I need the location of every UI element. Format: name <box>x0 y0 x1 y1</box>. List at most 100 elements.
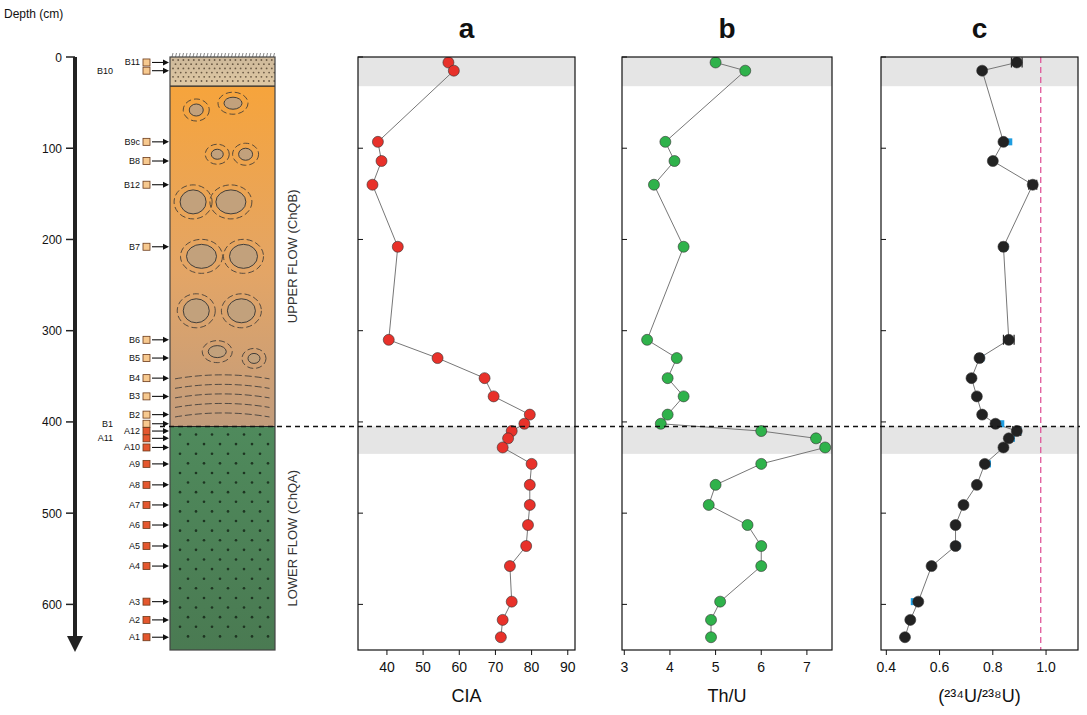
data-point <box>710 57 721 68</box>
weathering-ring <box>233 143 259 165</box>
depth-tick <box>66 147 75 149</box>
vesicle <box>259 587 262 590</box>
sample-arrow-head <box>163 337 169 343</box>
sample-arrow <box>152 447 164 448</box>
soil-texture <box>253 72 255 74</box>
soil-texture <box>172 67 174 69</box>
vesicle <box>187 597 190 600</box>
vesicle <box>235 558 238 561</box>
x-tick-label: 70 <box>488 659 504 675</box>
y-tick <box>358 148 363 149</box>
sample-label: A12 <box>124 426 140 436</box>
sample-arrow <box>152 484 164 485</box>
soil-texture <box>232 72 234 74</box>
data-point <box>756 458 767 469</box>
vesicle <box>219 635 222 638</box>
y-tick <box>622 513 627 514</box>
sample-arrow-head <box>163 244 169 250</box>
soil-texture <box>247 63 249 65</box>
vesicle <box>243 529 246 532</box>
soil-texture <box>209 67 211 69</box>
data-point <box>990 418 1001 429</box>
sample-arrow <box>152 414 164 415</box>
vesicle <box>203 462 206 465</box>
y-tick <box>358 604 363 605</box>
layer <box>170 57 275 86</box>
soil-texture <box>201 80 203 82</box>
soil-texture <box>229 67 231 69</box>
x-tick-label: 40 <box>379 659 395 675</box>
x-tick <box>423 650 424 655</box>
soil-texture <box>177 76 179 78</box>
vesicle <box>243 568 246 571</box>
depth-tick <box>66 239 75 241</box>
vesicle <box>243 433 246 436</box>
data-point <box>899 632 910 643</box>
vesicle <box>227 568 230 571</box>
sample-marker <box>143 59 150 66</box>
weathering-ring <box>202 341 232 363</box>
data-point <box>971 391 982 402</box>
x-tick <box>669 650 670 655</box>
vesicle <box>195 510 198 513</box>
vesicle <box>227 433 230 436</box>
sample-label: A8 <box>129 480 140 490</box>
depth-arrow-head <box>67 636 83 652</box>
sample-arrow-head <box>163 617 169 623</box>
sample-marker <box>143 522 150 529</box>
data-point <box>524 479 535 490</box>
profile-line <box>647 62 825 637</box>
corestone <box>211 149 223 159</box>
data-point <box>966 373 977 384</box>
x-tick-label: 6 <box>757 659 765 675</box>
weathering-ring <box>183 99 209 121</box>
data-point <box>977 65 988 76</box>
data-point <box>706 614 717 625</box>
vesicle <box>267 616 270 619</box>
vesicle <box>219 500 222 503</box>
profile-line <box>372 62 531 637</box>
y-tick <box>358 421 363 422</box>
vesicle <box>203 500 206 503</box>
sample-marker <box>143 393 150 400</box>
error-bar <box>1003 335 1014 345</box>
vesicle <box>203 597 206 600</box>
sample-marker <box>143 336 150 343</box>
soil-texture <box>268 63 270 65</box>
sample-marker <box>143 420 150 427</box>
vesicle <box>179 549 182 552</box>
sample-label: A3 <box>129 597 140 607</box>
vesicle <box>203 616 206 619</box>
vesicle <box>179 529 182 532</box>
soil-texture <box>175 63 177 65</box>
sample-marker <box>143 598 150 605</box>
sample-arrow-head <box>163 482 169 488</box>
vesicle <box>203 539 206 542</box>
vesicle <box>243 472 246 475</box>
sample-arrow <box>152 637 164 638</box>
sample-arrow <box>152 339 164 340</box>
vesicle <box>219 443 222 446</box>
soil-texture <box>188 76 190 78</box>
soil-texture <box>214 76 216 78</box>
soil-texture <box>247 72 249 74</box>
vesicle <box>259 452 262 455</box>
sample-arrow <box>152 619 164 620</box>
shaded-band <box>881 57 1078 86</box>
sample-marker <box>143 67 150 74</box>
soil-texture <box>235 59 237 61</box>
soil-texture <box>271 59 273 61</box>
vesicle <box>219 577 222 580</box>
sample-arrow-head <box>163 355 169 361</box>
data-point <box>660 136 671 147</box>
soil-texture <box>193 59 195 61</box>
vesicle <box>219 462 222 465</box>
data-point <box>372 136 383 147</box>
sample-arrow <box>152 246 164 247</box>
sample-arrow-head <box>163 139 169 145</box>
soil-texture <box>221 80 223 82</box>
depth-tick-label: 400 <box>42 415 62 429</box>
panel-letter: a <box>459 13 475 44</box>
vesicle <box>243 452 246 455</box>
soil-texture <box>263 63 265 65</box>
